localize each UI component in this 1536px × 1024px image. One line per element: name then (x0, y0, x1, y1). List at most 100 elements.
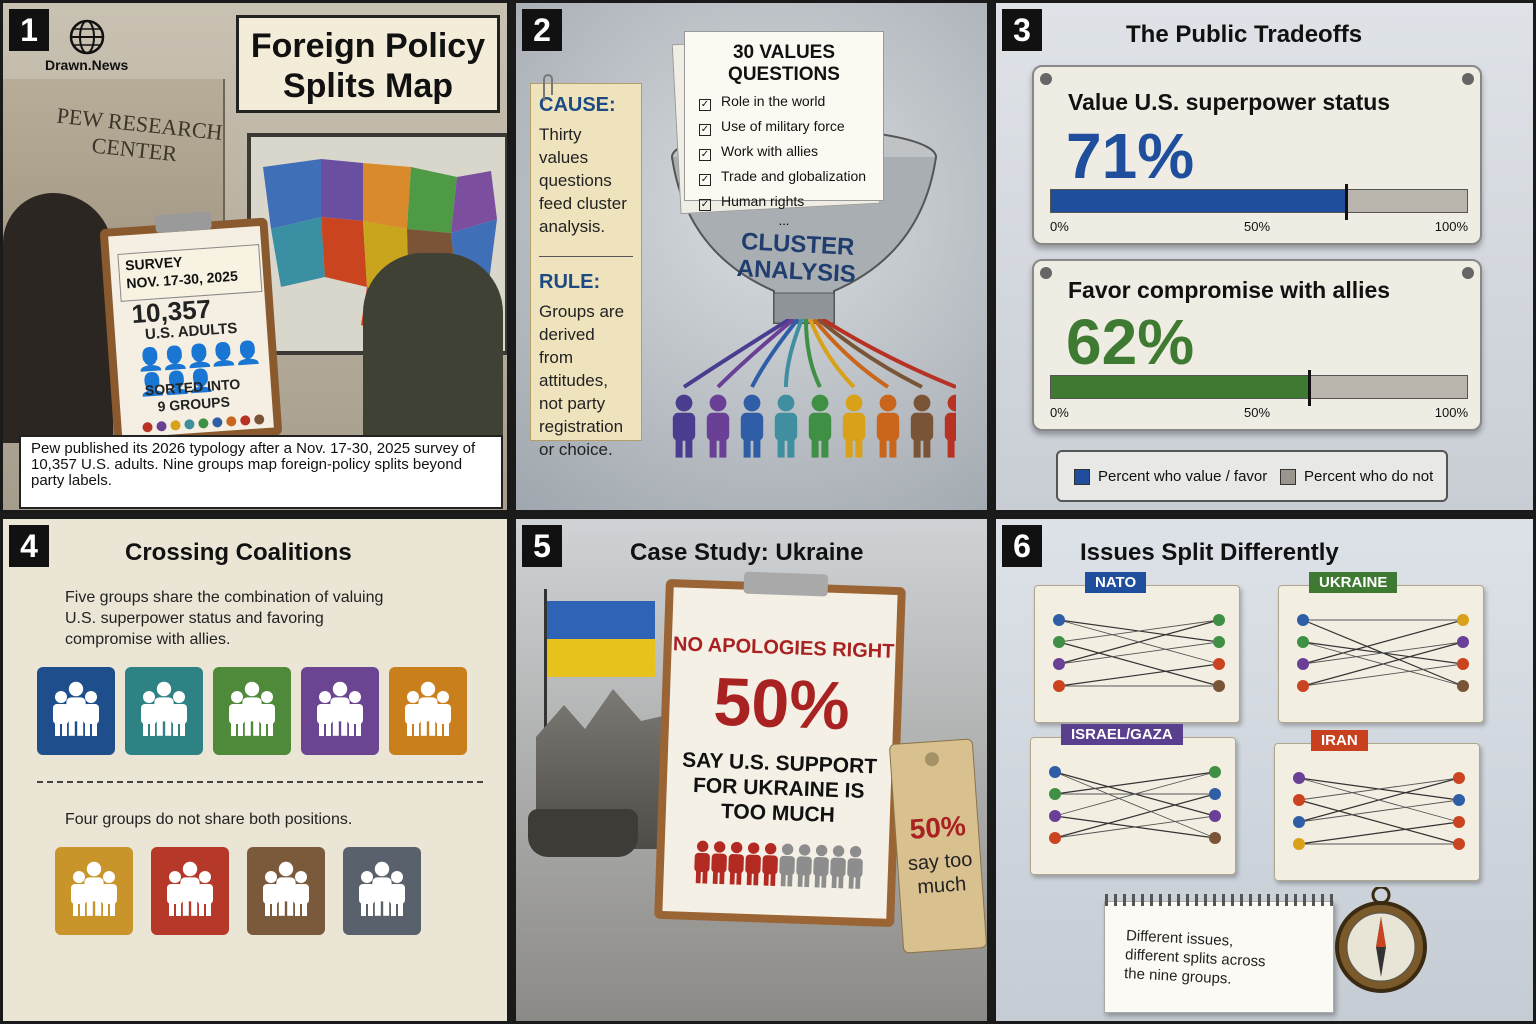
person-silhouette (3, 193, 113, 443)
panel-title: Issues Split Differently (1080, 539, 1339, 566)
panel-title: The Public Tradeoffs (1126, 21, 1363, 48)
panel-4-coalitions: 4 Crossing Coalitions Five groups share … (0, 516, 510, 1024)
group-dot (1457, 614, 1469, 626)
metric-percent: 71% (1066, 120, 1195, 192)
group-dot (1297, 658, 1309, 670)
folder-tab: UKRAINE (1309, 572, 1398, 593)
clipboard-clip (743, 571, 829, 597)
cluster-tube (808, 319, 856, 389)
compass-icon (1335, 887, 1427, 993)
flag-pole (544, 589, 547, 829)
screw-icon (1462, 267, 1474, 279)
issue-folder-iran: IRAN (1274, 730, 1480, 881)
people-group-icon (359, 861, 405, 916)
group-person-icon (944, 394, 956, 458)
funnel-label: CLUSTER ANALYSIS (736, 228, 857, 289)
chart-legend: Percent who value / favor Percent who do… (1056, 450, 1448, 502)
method-note: CAUSE: Thirty values questions feed clus… (530, 83, 642, 459)
person-silhouette (363, 253, 503, 453)
split-line (1054, 771, 1216, 795)
group-dot (1053, 636, 1065, 648)
group-tile (125, 667, 203, 755)
folder-tab: NATO (1085, 572, 1147, 593)
split-line (1302, 641, 1464, 687)
panel-5-ukraine: 5 Case Study: Ukraine NO APOLOGIES RIGHT… (513, 516, 990, 1024)
questionnaire-title: 30 VALUES QUESTIONS (728, 42, 840, 85)
split-line (1054, 771, 1216, 839)
share-text: Five groups share the combination of val… (65, 589, 384, 648)
question-item: ✓ Use of military force (699, 118, 845, 136)
page-title: Foreign Policy Splits Map (236, 15, 500, 113)
folder-tab: ISRAEL/GAZA (1061, 724, 1183, 745)
people-group-icon (405, 681, 451, 736)
group-dot (1209, 810, 1221, 822)
person-icon (359, 871, 375, 916)
cluster-tube (716, 319, 796, 389)
person-icon (71, 871, 87, 916)
group-dot (1053, 658, 1065, 670)
checkbox-icon: ✓ (699, 124, 711, 136)
values-questionnaire: 30 VALUES QUESTIONS ✓ Role in the world ✓… (684, 31, 884, 228)
people-group-icon (167, 861, 213, 916)
group-person-icon (706, 394, 730, 458)
people-group-icon (229, 681, 275, 736)
metric-card-compromise: Favor compromise with allies 62% 0% 50% … (1032, 259, 1482, 431)
group-dot (1293, 794, 1305, 806)
panel-3-tradeoffs: 3 The Public Tradeoffs Value U.S. superp… (993, 0, 1536, 513)
split-line (1298, 799, 1460, 845)
group-dot (1213, 614, 1225, 626)
notshare-text: Four groups do not share both positions. (65, 811, 353, 828)
split-line (1058, 663, 1220, 687)
legend-not-label: Percent who do not (1304, 468, 1434, 485)
group-dot (1293, 772, 1305, 784)
person-icon (405, 691, 421, 736)
cluster-tube (682, 319, 792, 389)
question-item: ✓ Human rights (699, 193, 805, 211)
split-line (1058, 619, 1220, 643)
split-lines (1297, 614, 1469, 692)
checkbox-icon: ✓ (699, 174, 711, 186)
issue-folder-nato: NATO (1034, 572, 1240, 723)
tag-percent: 50% (908, 810, 967, 845)
clipboard-clip (154, 211, 212, 234)
tag-text: say too much (907, 848, 974, 899)
group-dot (1049, 810, 1061, 822)
metric-card-superpower: Value U.S. superpower status 71% 0% 50% … (1032, 65, 1482, 245)
person-icon (229, 691, 245, 736)
group-dot (1453, 816, 1465, 828)
map-board (247, 133, 507, 355)
person-icon (276, 861, 296, 916)
tank-graphic (528, 809, 638, 857)
person-icon (141, 691, 157, 736)
people-fraction (694, 840, 863, 889)
group-tile (213, 667, 291, 755)
split-lines (1293, 772, 1465, 850)
group-dot (1049, 766, 1061, 778)
group-person-icon (910, 394, 934, 458)
cluster-tube (784, 319, 804, 388)
paperclip-icon (543, 74, 553, 101)
group-dot (1213, 680, 1225, 692)
person-icon-empty (796, 844, 812, 888)
metric-label: Favor compromise with allies (1068, 277, 1391, 303)
group-tile (301, 667, 379, 755)
split-line (1058, 641, 1220, 687)
checkbox-icon: ✓ (699, 99, 711, 111)
group-person-icon (808, 394, 832, 458)
group-tile (37, 667, 115, 755)
group-dot (1209, 766, 1221, 778)
person-icon (263, 871, 279, 916)
person-icon (435, 691, 451, 736)
group-dot (1453, 838, 1465, 850)
notepad-text: Different issues, different splits acros… (1123, 927, 1266, 988)
group-dot (1053, 680, 1065, 692)
cluster-tube (820, 319, 956, 389)
metric-bar-fill (1051, 376, 1309, 398)
person-icon (66, 681, 86, 736)
person-icon (347, 691, 363, 736)
group-dot (1457, 680, 1469, 692)
split-line (1058, 641, 1220, 665)
brand-name: Drawn.News (45, 57, 129, 73)
group-dot (1457, 636, 1469, 648)
group-dot (1293, 838, 1305, 850)
